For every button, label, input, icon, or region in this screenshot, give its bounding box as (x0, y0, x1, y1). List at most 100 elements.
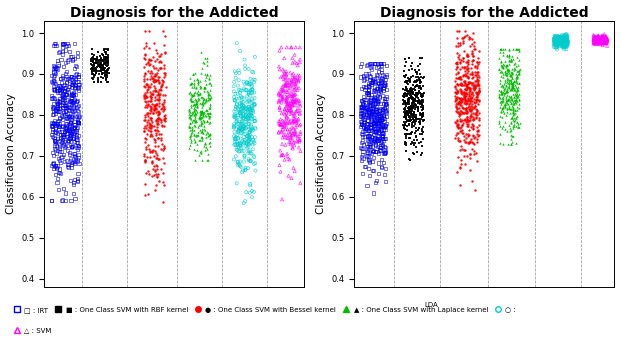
Point (593, 38, 603, 44)
Point (458, 35, 467, 40)
Point (551, 39, 560, 45)
Point (358, 149, 368, 155)
Point (147, 102, 157, 107)
Point (140, 158, 150, 163)
Point (102, 76, 112, 81)
Point (466, 98, 476, 104)
Point (463, 116, 472, 121)
Point (93, 62, 103, 67)
Point (512, 74, 522, 80)
Point (502, 109, 512, 115)
Point (597, 37, 607, 42)
Point (411, 115, 421, 120)
Point (552, 42, 562, 48)
Point (370, 121, 380, 126)
Point (250, 54, 260, 60)
Point (364, 107, 374, 113)
Point (288, 78, 298, 84)
Point (464, 103, 474, 109)
Point (363, 153, 373, 158)
Point (556, 37, 565, 42)
Point (103, 67, 113, 73)
Point (550, 34, 560, 40)
Point (594, 36, 604, 41)
Point (53, 136, 63, 141)
Point (50, 125, 60, 131)
Point (156, 146, 166, 151)
Point (185, 75, 195, 81)
Point (69, 151, 79, 156)
Point (65, 132, 75, 138)
Point (502, 88, 512, 94)
Point (358, 124, 368, 130)
Point (562, 40, 572, 45)
Point (598, 38, 608, 44)
Point (591, 36, 601, 41)
Point (511, 74, 521, 80)
Point (291, 91, 301, 97)
Point (59, 96, 69, 101)
Point (591, 36, 601, 41)
Point (374, 137, 384, 142)
Point (417, 94, 427, 99)
Point (401, 131, 410, 136)
Point (370, 61, 379, 66)
Point (229, 129, 239, 135)
Point (356, 158, 366, 164)
Point (288, 118, 298, 124)
Point (594, 36, 604, 41)
Point (593, 34, 603, 39)
Point (410, 87, 420, 93)
Point (200, 144, 210, 149)
Point (245, 106, 255, 111)
Point (559, 38, 569, 44)
Point (415, 78, 425, 83)
Point (414, 67, 423, 73)
Point (459, 65, 469, 71)
Point (597, 38, 607, 44)
Point (513, 47, 523, 52)
Point (185, 97, 195, 103)
Point (600, 35, 610, 40)
Point (192, 141, 202, 147)
Point (497, 99, 507, 104)
Point (157, 124, 167, 129)
Point (231, 91, 241, 97)
Point (464, 139, 474, 144)
Point (63, 116, 73, 121)
Point (474, 116, 484, 121)
Point (159, 145, 169, 151)
Point (600, 38, 610, 44)
Point (55, 96, 64, 101)
Point (462, 118, 472, 123)
Point (408, 113, 418, 118)
Point (275, 105, 285, 110)
Point (50, 87, 60, 93)
Point (52, 120, 62, 126)
Point (418, 112, 428, 117)
Point (140, 129, 149, 134)
Point (200, 140, 210, 145)
Point (200, 142, 210, 147)
Point (368, 106, 378, 111)
Point (153, 116, 163, 122)
Point (240, 167, 250, 173)
Point (100, 57, 110, 63)
Point (99, 47, 109, 52)
Point (560, 44, 570, 49)
Point (550, 38, 560, 44)
Point (363, 154, 373, 159)
Point (499, 92, 509, 98)
Point (187, 109, 197, 115)
Point (460, 87, 470, 92)
Point (370, 136, 380, 141)
Point (506, 73, 516, 79)
Point (418, 75, 428, 80)
Point (471, 111, 480, 116)
Point (600, 37, 609, 42)
Point (591, 34, 601, 39)
Point (244, 149, 254, 154)
Point (505, 94, 515, 100)
Point (49, 105, 59, 110)
Point (141, 82, 151, 87)
